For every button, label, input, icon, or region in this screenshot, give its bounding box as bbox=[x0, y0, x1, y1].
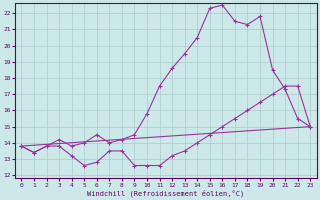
X-axis label: Windchill (Refroidissement éolien,°C): Windchill (Refroidissement éolien,°C) bbox=[87, 189, 244, 197]
